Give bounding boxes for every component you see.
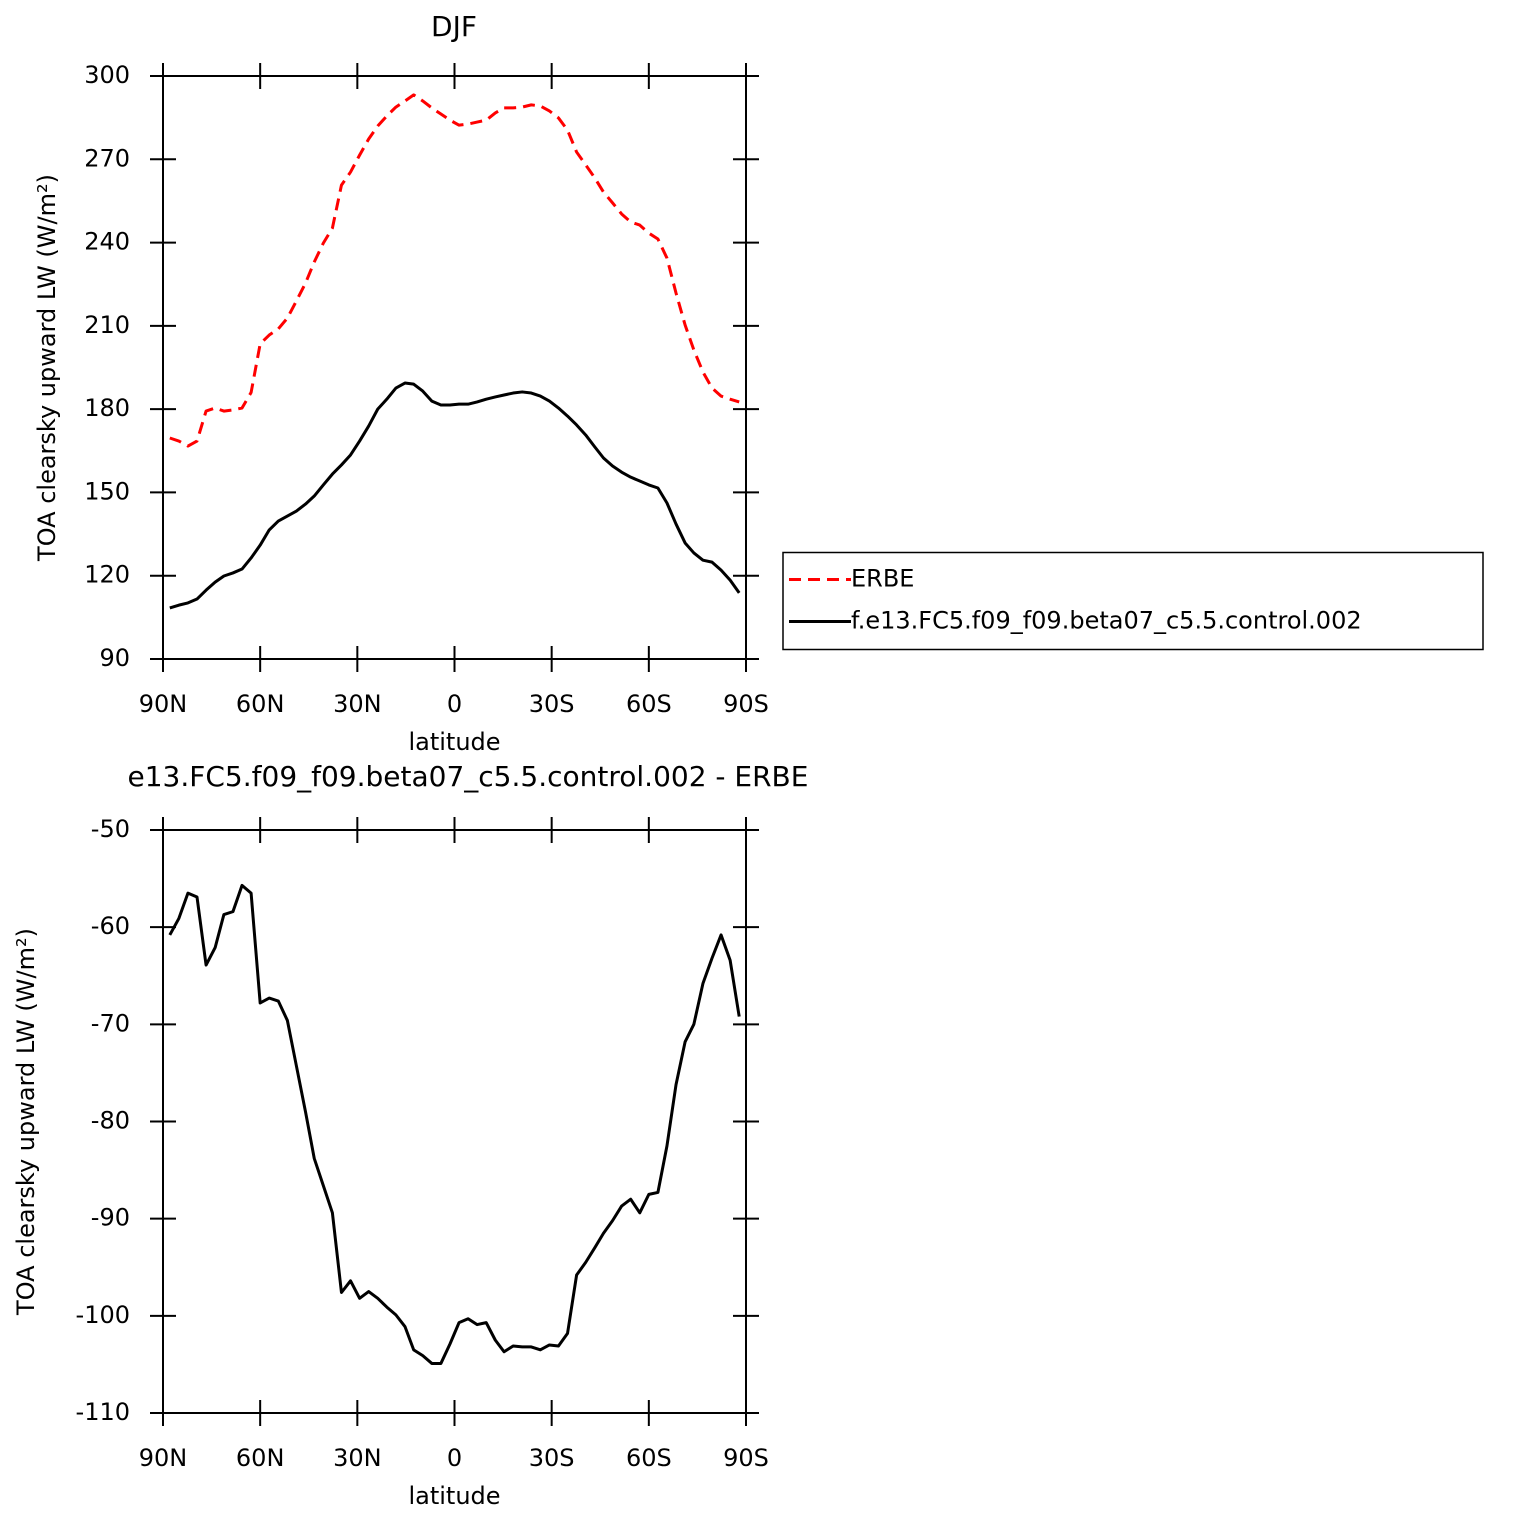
x-tick-label: 30N bbox=[333, 690, 382, 718]
y-tick-label: 210 bbox=[84, 311, 130, 339]
y-tick-label: -110 bbox=[76, 1398, 130, 1426]
y-axis-label: TOA clearsky upward LW (W/m²) bbox=[12, 928, 40, 1316]
x-tick-label: 60S bbox=[626, 1444, 672, 1472]
legend-label: ERBE bbox=[851, 565, 914, 593]
y-tick-label: -100 bbox=[76, 1301, 130, 1329]
y-tick-label: 240 bbox=[84, 228, 130, 256]
y-tick-label: -70 bbox=[91, 1009, 130, 1037]
x-tick-label: 60S bbox=[626, 690, 672, 718]
y-axis-label: TOA clearsky upward LW (W/m²) bbox=[33, 174, 61, 562]
x-tick-label: 60N bbox=[236, 690, 285, 718]
x-tick-label: 0 bbox=[447, 690, 462, 718]
legend-box bbox=[782, 551, 1484, 651]
data-line bbox=[168, 883, 741, 1365]
x-tick-label: 60N bbox=[236, 1444, 285, 1472]
y-tick-label: -50 bbox=[91, 815, 130, 843]
data-line bbox=[169, 381, 741, 610]
legend-label: f.e13.FC5.f09_f09.beta07_c5.5.control.00… bbox=[851, 607, 1362, 635]
x-tick-label: 90N bbox=[139, 1444, 188, 1472]
y-tick-label: 180 bbox=[84, 394, 130, 422]
y-tick-label: -90 bbox=[91, 1204, 130, 1232]
data-line bbox=[169, 93, 740, 448]
plot-frame bbox=[162, 829, 747, 1414]
x-axis-label: latitude bbox=[408, 728, 500, 756]
chart-title: DJF bbox=[431, 10, 477, 43]
y-tick-label: 120 bbox=[84, 561, 130, 589]
x-tick-label: 90S bbox=[723, 1444, 769, 1472]
y-tick-label: 300 bbox=[84, 61, 130, 89]
y-tick-label: -60 bbox=[91, 912, 130, 940]
x-axis-label: latitude bbox=[408, 1482, 500, 1510]
y-tick-label: -80 bbox=[91, 1107, 130, 1135]
plot-frame bbox=[162, 75, 747, 660]
x-tick-label: 90S bbox=[723, 690, 769, 718]
x-tick-label: 30N bbox=[333, 1444, 382, 1472]
y-tick-label: 150 bbox=[84, 477, 130, 505]
x-tick-label: 30S bbox=[529, 690, 575, 718]
x-tick-label: 90N bbox=[139, 690, 188, 718]
x-tick-label: 30S bbox=[529, 1444, 575, 1472]
x-tick-label: 0 bbox=[447, 1444, 462, 1472]
y-tick-label: 270 bbox=[84, 144, 130, 172]
chart-title: e13.FC5.f09_f09.beta07_c5.5.control.002 … bbox=[128, 760, 809, 793]
y-tick-label: 90 bbox=[99, 644, 130, 672]
